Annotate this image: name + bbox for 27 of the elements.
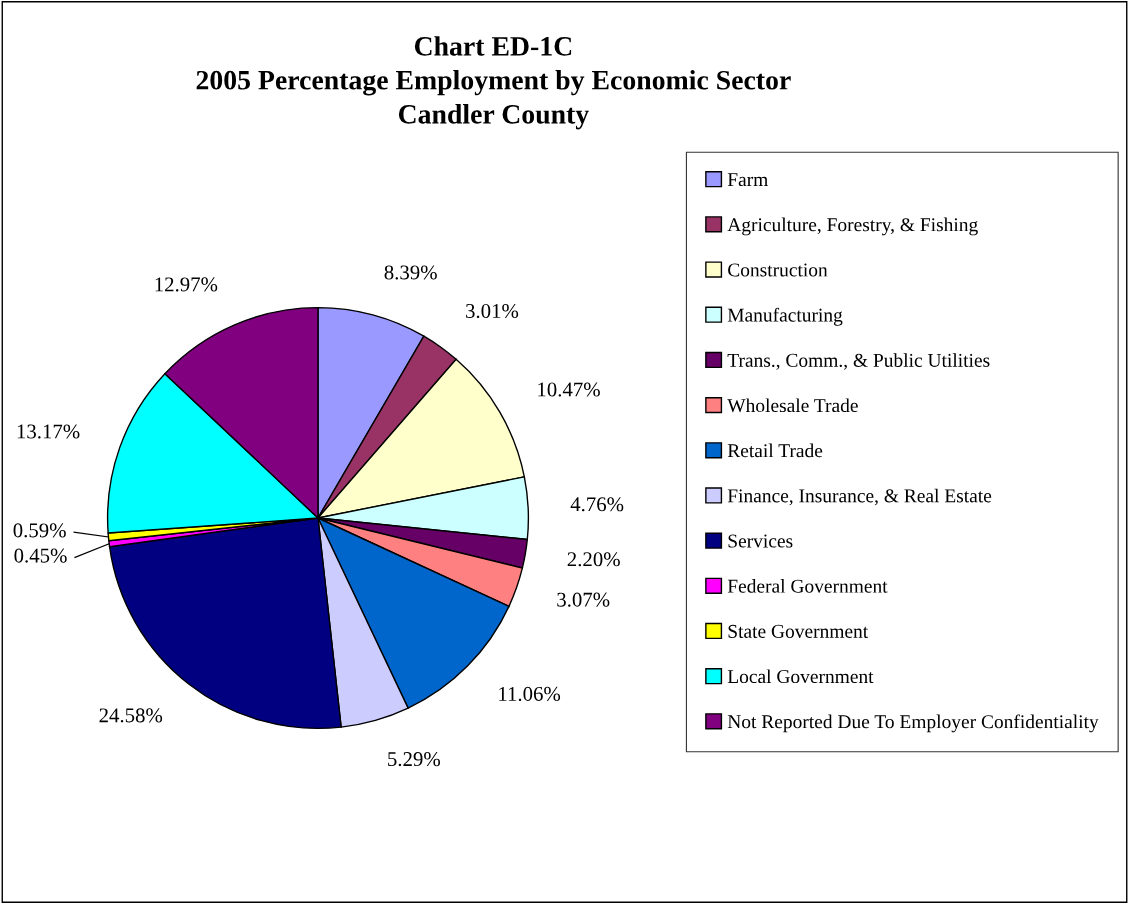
data-label: 2.20%	[567, 552, 620, 567]
legend-label: Manufacturing	[727, 307, 843, 326]
legend-label: Retail Trade	[727, 443, 823, 458]
data-label: 11.06%	[499, 686, 561, 702]
legend-label: Wholesale Trade	[727, 398, 858, 413]
legend-label: Finance, Insurance, & Real Estate	[727, 488, 992, 506]
data-label: 10.47%	[538, 382, 600, 397]
data-label: 12.97%	[155, 277, 218, 292]
legend-label: Services	[728, 534, 793, 548]
data-label: 0.45%	[14, 548, 67, 563]
legend-label: Local Government	[727, 669, 874, 684]
data-label: 0.59%	[13, 523, 66, 538]
legend-label: Federal Government	[727, 579, 888, 593]
legend-label: Agriculture, Forestry, & Fishing	[727, 217, 978, 236]
data-label: 13.17%	[17, 424, 80, 439]
chart-title: Chart ED-1C 2005 Percentage Employment by Economic Sector Candler County	[196, 36, 791, 130]
data-label: 5.29%	[388, 752, 441, 767]
legend-label: Construction	[728, 263, 828, 277]
data-label: 8.39%	[384, 265, 437, 280]
data-label: 4.76%	[570, 497, 624, 512]
data-label: 3.07%	[557, 592, 610, 607]
legend-label: State Government	[728, 624, 869, 638]
legend-label: Not Reported Due To Employer Confidentiality	[727, 714, 1099, 733]
data-label: 3.01%	[466, 303, 519, 319]
legend-label: Trans., Comm., & Public Utilities	[727, 353, 990, 370]
data-label: 24.58%	[99, 708, 163, 723]
legend-label: Farm	[727, 173, 768, 187]
